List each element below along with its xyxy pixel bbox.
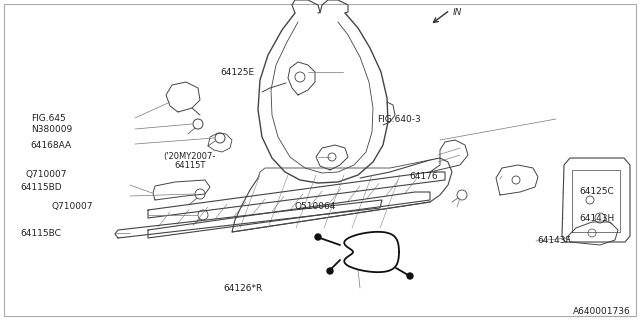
Text: A640001736: A640001736 — [573, 308, 630, 316]
Text: FIG.640-3: FIG.640-3 — [378, 115, 421, 124]
Text: 64143H: 64143H — [580, 214, 615, 223]
Text: IN: IN — [453, 7, 462, 17]
Text: 64143F: 64143F — [538, 236, 572, 245]
Text: 64126*R: 64126*R — [223, 284, 263, 293]
Text: FIG.645: FIG.645 — [31, 114, 65, 123]
Text: Q710007: Q710007 — [26, 170, 67, 179]
Circle shape — [327, 268, 333, 274]
Circle shape — [407, 273, 413, 279]
Text: 64115T: 64115T — [174, 161, 205, 170]
Text: 64125E: 64125E — [221, 68, 255, 76]
Text: Q710007: Q710007 — [51, 202, 93, 211]
Text: 64176: 64176 — [410, 172, 438, 180]
Text: N380009: N380009 — [31, 125, 72, 134]
Text: 64115BD: 64115BD — [20, 183, 62, 192]
Circle shape — [315, 234, 321, 240]
Text: Q510064: Q510064 — [294, 202, 336, 211]
Text: ('20MY2007-: ('20MY2007- — [163, 152, 216, 161]
Text: 64168AA: 64168AA — [31, 141, 72, 150]
Text: 64125C: 64125C — [580, 188, 614, 196]
Text: 64115BC: 64115BC — [20, 229, 61, 238]
